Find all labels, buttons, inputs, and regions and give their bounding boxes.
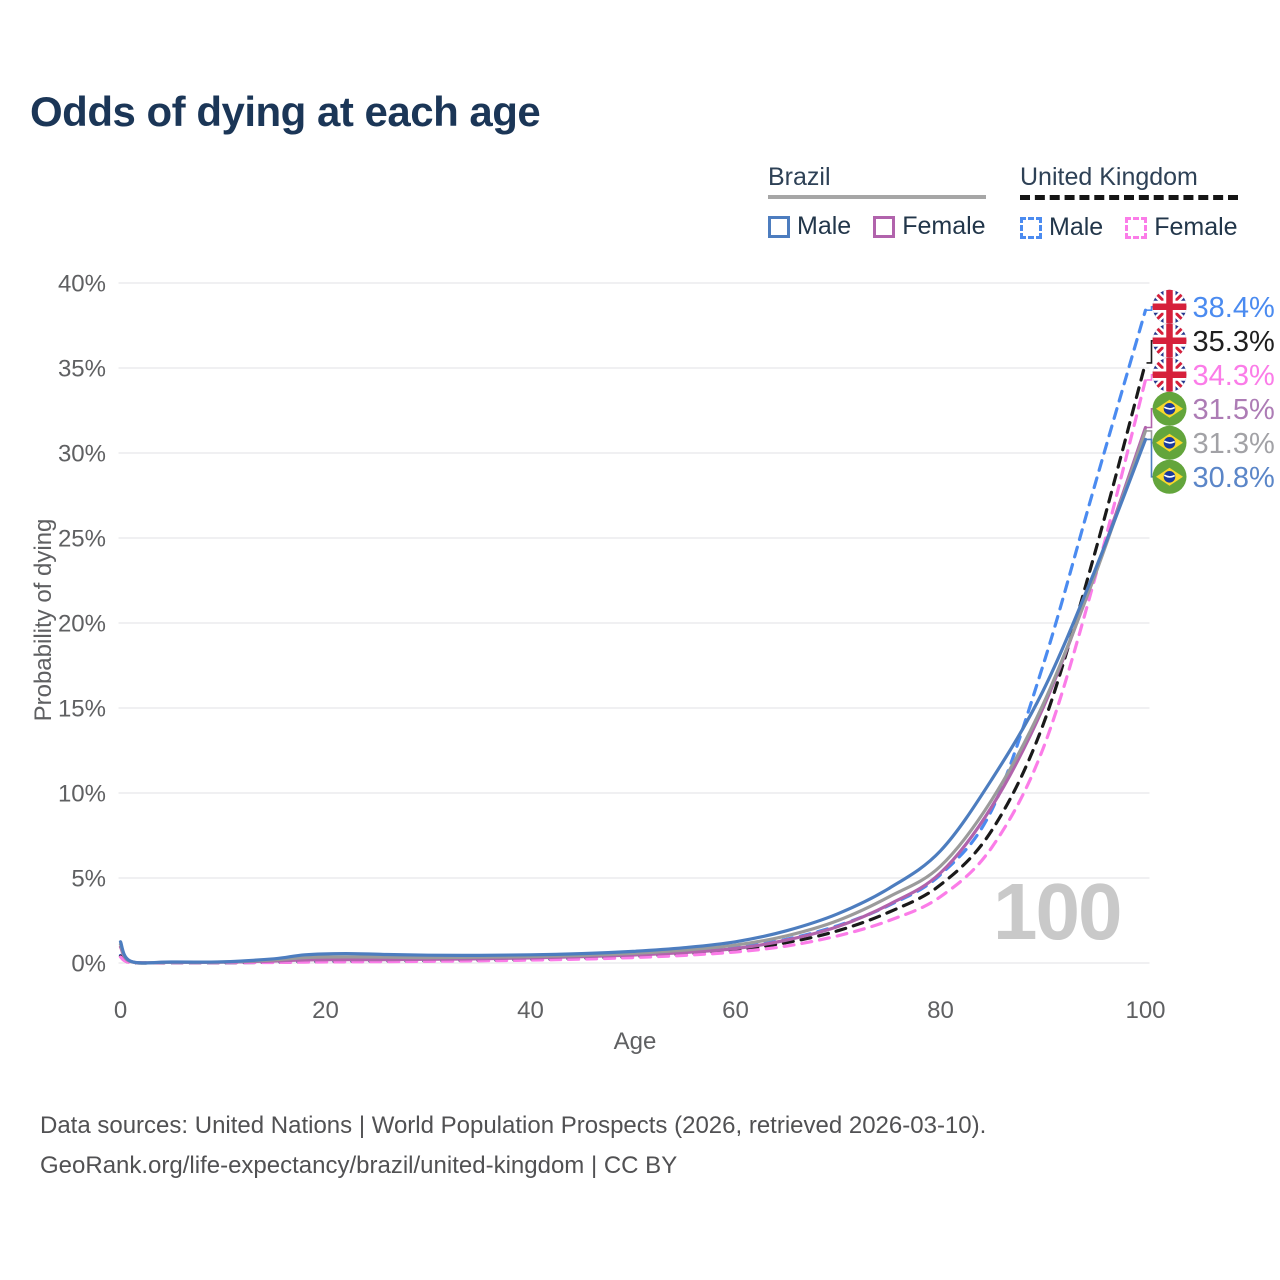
- series-end-label: 35.3%: [1146, 323, 1275, 364]
- series-end-label: 31.5%: [1146, 391, 1275, 429]
- series-line-brazil-male: [118, 437, 1148, 965]
- y-tick-label: 35%: [58, 356, 106, 383]
- x-tick-label: 60: [722, 997, 749, 1024]
- series-line-brazil-average: [118, 429, 1148, 965]
- x-tick-label: 0: [114, 997, 127, 1024]
- series-end-value: 38.4%: [1193, 292, 1275, 324]
- y-tick-label: 25%: [58, 526, 106, 553]
- y-tick-label: 20%: [58, 611, 106, 638]
- legend-title-united-kingdom: United Kingdom: [1020, 163, 1238, 204]
- legend-underline-united-kingdom: [1020, 195, 1238, 200]
- series-end-value: 31.5%: [1193, 394, 1275, 426]
- series-end-value: 34.3%: [1193, 360, 1275, 392]
- series-end-value: 30.8%: [1193, 462, 1275, 494]
- y-tick-label: 15%: [58, 696, 106, 723]
- brazil-male-swatch-icon: [768, 215, 790, 238]
- legend-group-brazil: Brazil Male Female: [768, 163, 986, 241]
- uk-female-swatch-icon: [1125, 216, 1148, 239]
- legend-group-united-kingdom: United Kingdom Male Female: [1020, 163, 1238, 242]
- y-tick-label: 5%: [71, 866, 106, 893]
- y-tick-label: 40%: [58, 271, 106, 298]
- series-line-united-kingdom-female: [118, 378, 1148, 965]
- y-tick-label: 30%: [58, 441, 106, 468]
- x-tick-label: 40: [517, 997, 544, 1024]
- series-end-value: 31.3%: [1193, 428, 1275, 460]
- series-line-united-kingdom-male: [118, 308, 1148, 965]
- series-line-brazil-female: [118, 425, 1148, 965]
- series-end-label: 34.3%: [1146, 357, 1275, 392]
- x-tick-label: 100: [1125, 997, 1165, 1024]
- legend-item-brazil-female[interactable]: Female: [873, 212, 986, 241]
- legend-title-brazil: Brazil: [768, 163, 986, 203]
- brazil-flag-icon: [1152, 391, 1187, 426]
- legend-underline-brazil: [768, 195, 986, 199]
- x-axis-label: Age: [613, 1028, 657, 1055]
- uk-male-swatch-icon: [1020, 216, 1042, 239]
- footer-attribution: Data sources: United Nations | World Pop…: [40, 1106, 986, 1186]
- series-end-label: 38.4%: [1146, 289, 1275, 324]
- legend-item-brazil-male[interactable]: Male: [768, 212, 851, 241]
- footer-license: GeoRank.org/life-expectancy/brazil/unite…: [40, 1152, 678, 1179]
- uk-flag-icon: [1152, 323, 1187, 358]
- legend-item-uk-male[interactable]: Male: [1020, 213, 1103, 242]
- age-watermark: 100: [993, 867, 1122, 956]
- y-tick-label: 10%: [58, 781, 106, 808]
- line-chart-canvas: 0% 5% 10% 15% 20% 25% 30% 35% 40% 0 20 40 60 80 100 38.…: [58, 271, 1275, 1025]
- series-end-label: 30.8%: [1146, 438, 1275, 494]
- uk-flag-icon: [1152, 289, 1187, 324]
- x-tick-label: 20: [312, 997, 339, 1024]
- brazil-flag-icon: [1152, 425, 1187, 460]
- brazil-flag-icon: [1152, 459, 1187, 494]
- y-tick-label: 0%: [71, 951, 106, 978]
- legend-item-uk-female[interactable]: Female: [1125, 213, 1238, 242]
- x-tick-label: 80: [927, 997, 954, 1024]
- series-end-value: 35.3%: [1193, 326, 1275, 358]
- uk-flag-icon: [1152, 357, 1187, 392]
- brazil-female-swatch-icon: [873, 215, 896, 238]
- gridlines: 0% 5% 10% 15% 20% 25% 30% 35% 40%: [58, 271, 1150, 978]
- series-end-label: 31.3%: [1146, 425, 1275, 460]
- footer-data-sources: Data sources: United Nations | World Pop…: [40, 1112, 987, 1139]
- page-title: Odds of dying at each age: [30, 88, 541, 135]
